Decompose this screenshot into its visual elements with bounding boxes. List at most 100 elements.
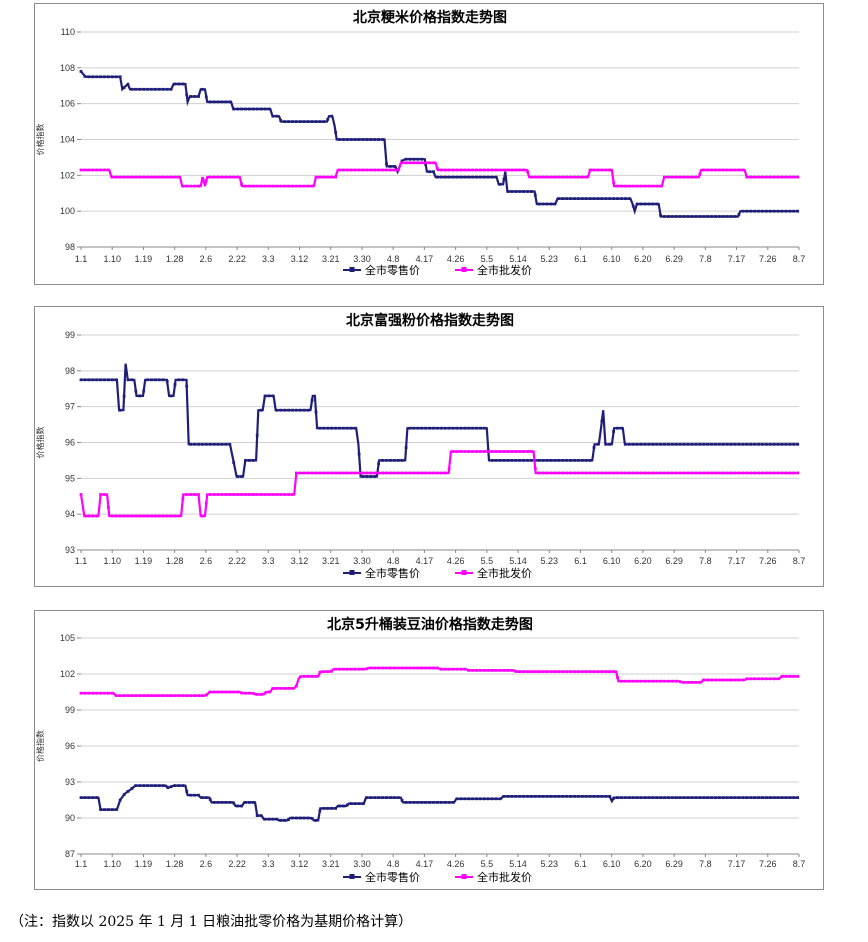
data-point (483, 450, 486, 453)
data-point (518, 459, 521, 462)
data-point (757, 796, 760, 799)
data-point (663, 215, 666, 218)
data-point (377, 666, 380, 670)
data-point (565, 459, 568, 462)
series-line-wholesale (79, 450, 799, 518)
data-point (197, 442, 200, 446)
data-point (400, 159, 404, 163)
data-point (741, 678, 745, 682)
data-point (91, 168, 95, 172)
data-point (345, 138, 349, 141)
data-point (702, 442, 706, 446)
data-point (314, 471, 318, 475)
data-point (436, 801, 439, 804)
legend-label: 全市批发价 (477, 870, 532, 884)
data-point (737, 442, 741, 446)
data-point (706, 215, 709, 218)
data-point (663, 175, 666, 179)
data-point (588, 795, 592, 798)
data-point (577, 459, 580, 462)
data-point (404, 801, 408, 804)
data-point (439, 168, 443, 172)
data-point (244, 107, 247, 111)
data-point (718, 168, 721, 172)
data-point (236, 175, 240, 179)
data-point (165, 175, 169, 179)
data-point (279, 493, 283, 496)
data-point (165, 785, 169, 789)
data-point (150, 694, 153, 697)
data-point (761, 796, 764, 799)
data-point (197, 493, 200, 496)
x-tick-label: 2.22 (228, 556, 246, 566)
data-point (494, 175, 498, 179)
data-point (565, 197, 568, 200)
x-tick-label: 3.21 (322, 254, 340, 264)
data-point (718, 678, 721, 682)
data-point (130, 514, 134, 518)
data-point (678, 796, 682, 799)
chart-svg: 北京富强粉价格指数走势图 93 94 95 96 97 98 99 价格指数 1.1 1.10 1.1… (35, 312, 805, 580)
data-point (549, 471, 553, 475)
data-point (122, 86, 126, 89)
data-point (479, 797, 482, 801)
data-point (404, 161, 408, 165)
data-point (349, 138, 353, 141)
data-point (671, 471, 674, 475)
data-point (181, 784, 185, 787)
data-point (197, 95, 200, 98)
data-point (502, 177, 506, 181)
data-point (361, 138, 365, 141)
data-point (318, 471, 322, 475)
data-point (768, 677, 772, 681)
data-point (154, 514, 157, 518)
data-point (173, 82, 177, 86)
data-point (201, 442, 204, 446)
data-point (177, 175, 181, 179)
data-point (686, 796, 690, 799)
data-point (345, 168, 349, 172)
data-point (369, 666, 373, 670)
data-point (565, 670, 568, 673)
data-point (322, 471, 326, 475)
data-point (361, 802, 365, 805)
data-point (522, 190, 525, 193)
x-tick-label: 1.1 (75, 254, 88, 264)
data-point (733, 215, 737, 218)
data-point (193, 793, 196, 797)
data-point (267, 493, 271, 496)
data-point (784, 796, 788, 799)
data-point (729, 168, 733, 172)
data-point (780, 442, 784, 446)
data-point (275, 408, 279, 412)
data-point (99, 808, 102, 811)
data-point (267, 817, 271, 821)
data-point (357, 802, 361, 805)
data-point (400, 666, 404, 670)
data-point (772, 796, 776, 799)
data-point (690, 796, 694, 799)
data-point (103, 691, 106, 695)
data-point (110, 378, 114, 382)
data-point (643, 184, 647, 188)
data-point (353, 168, 357, 172)
data-point (553, 471, 557, 475)
data-point (522, 670, 525, 673)
data-point (655, 184, 659, 188)
data-point (776, 471, 780, 475)
data-point (204, 95, 208, 99)
data-point (561, 795, 565, 798)
data-point (494, 450, 498, 453)
data-point (475, 669, 478, 672)
data-point (651, 442, 655, 446)
data-point (204, 501, 208, 505)
data-point (197, 694, 200, 697)
data-point (146, 694, 149, 697)
data-point (369, 138, 373, 141)
data-point (322, 670, 326, 673)
data-point (385, 162, 388, 166)
data-point (381, 471, 384, 475)
data-point (584, 670, 588, 673)
data-point (600, 670, 604, 673)
data-point (467, 797, 471, 801)
